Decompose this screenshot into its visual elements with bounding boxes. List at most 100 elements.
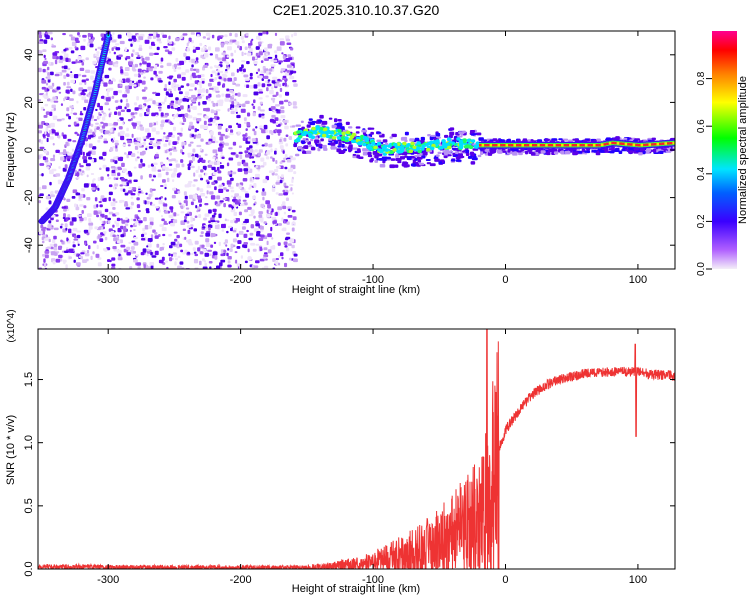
tone-halo-speck [553,151,559,155]
noise-speck [221,223,226,229]
noise-speck [255,177,260,180]
noise-speck [41,240,45,244]
noise-speck [215,102,219,107]
tone-core-dot [416,141,421,145]
tone-halo-speck [624,148,629,151]
noise-speck [160,161,164,166]
noise-speck [108,108,111,111]
band-core [539,144,544,147]
noise-speck [173,167,178,173]
noise-speck [112,146,116,149]
noise-speck [255,220,259,224]
noise-speck [242,134,246,137]
noise-speck [217,176,222,181]
noise-speck [174,261,177,266]
tone-halo-speck [336,148,342,153]
noise-speck [234,251,238,254]
noise-speck [176,173,181,178]
band-core [484,144,489,147]
noise-speck [205,179,209,183]
noise-speck [98,136,103,140]
noise-speck [83,38,86,42]
noise-speck [234,98,237,102]
tone-halo-speck [462,130,466,134]
tone-halo-speck [593,149,597,153]
noise-speck [108,87,114,91]
noise-speck [126,109,131,113]
tone-halo-speck [416,156,423,160]
noise-speck [274,50,278,54]
noise-speck [50,190,54,195]
tone-core-dot [412,145,417,150]
noise-speck [183,59,187,63]
noise-speck [100,176,104,181]
noise-speck [180,105,184,110]
noise-speck [59,258,63,262]
noise-speck [63,208,67,212]
noise-speck [241,51,244,57]
noise-speck [142,227,146,232]
noise-speck [119,66,123,70]
noise-speck [179,202,182,205]
noise-speck [277,242,281,246]
noise-speck [209,117,213,122]
noise-speck [247,256,252,261]
noise-speck [221,52,226,56]
noise-speck [96,126,100,130]
noise-speck [78,255,82,259]
noise-speck [164,183,167,188]
noise-speck [108,60,113,66]
noise-speck [193,228,198,232]
noise-speck [43,238,49,241]
noise-speck [117,111,121,116]
tone-core-dot [406,143,411,147]
noise-speck [194,80,198,84]
noise-speck [204,203,209,206]
noise-speck [173,117,176,120]
noise-speck [190,67,194,72]
noise-speck [113,51,116,55]
noise-speck [173,63,178,68]
noise-speck [39,193,44,197]
noise-speck [230,104,235,109]
band-core [566,144,571,147]
noise-speck [119,84,123,87]
band-core [635,143,640,147]
noise-speck [179,60,185,65]
noise-speck [47,61,51,65]
tone-halo-speck [330,146,337,150]
noise-speck [186,220,190,224]
noise-speck [144,128,150,133]
noise-speck [66,237,69,242]
noise-speck [45,127,49,132]
noise-speck [94,226,99,230]
band-core [489,144,494,147]
band-core [479,144,483,147]
tone-halo-speck [422,151,428,156]
noise-speck [63,149,67,153]
noise-speck [187,115,193,119]
tone-halo-speck [345,141,352,145]
noise-speck [289,184,294,187]
band-core [502,144,507,147]
noise-speck [229,32,232,37]
noise-speck [107,220,111,224]
noise-speck [165,91,169,96]
noise-speck [184,113,189,118]
noise-speck [119,40,125,45]
noise-speck [212,110,217,114]
noise-speck [199,251,204,255]
noise-speck [177,265,182,269]
noise-speck [255,137,258,143]
noise-speck [206,37,211,40]
noise-speck [205,32,211,37]
noise-speck [279,161,283,164]
noise-speck [145,266,151,269]
noise-speck [97,211,102,215]
noise-speck [269,130,273,134]
noise-speck [223,249,227,253]
spectrogram-y-tick-label: 20 [23,96,35,108]
noise-speck [138,163,143,169]
tone-halo-speck [304,139,310,143]
